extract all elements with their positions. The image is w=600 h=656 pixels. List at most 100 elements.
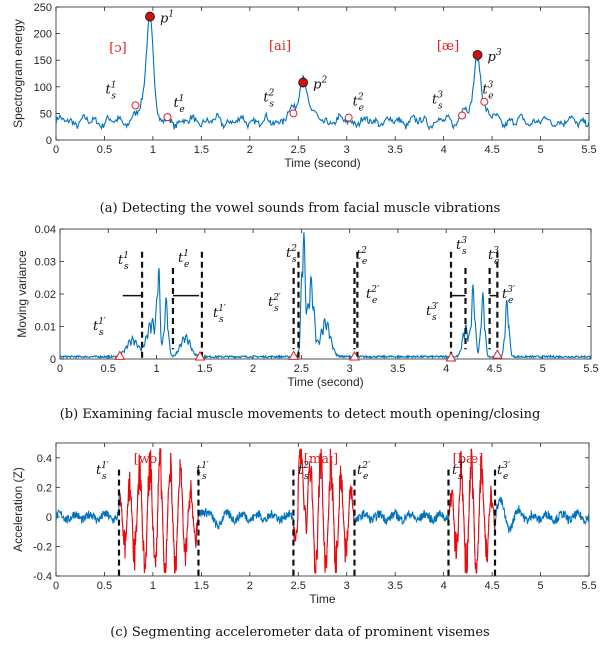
x-tick-label: 4.5 (487, 363, 502, 375)
triangle-marker (349, 351, 360, 361)
boundary-label: t2 s (286, 244, 297, 265)
vowel-label: [ai] (269, 39, 291, 54)
y-tick-label: 0.03 (35, 257, 56, 269)
x-tick-label: 1.5 (197, 363, 212, 375)
y-tick-label: 0 (46, 135, 52, 147)
y-tick-label: 0.4 (37, 453, 52, 465)
boundary-label: t1 s′ (96, 461, 109, 482)
y-tick-label: 0 (50, 354, 56, 366)
y-axis-label: Moving variance (15, 250, 29, 338)
plot-area (59, 228, 592, 360)
x-tick-label: 5.5 (581, 580, 596, 592)
y-tick-label: 0.02 (35, 289, 56, 301)
y-tick-label: 100 (34, 82, 52, 94)
peak-marker (145, 11, 155, 22)
boundary-label: t2 e′ (366, 285, 379, 306)
boundary-marker (480, 97, 489, 106)
y-tick-label: 200 (34, 29, 52, 41)
boundary-label: t3 e′ (502, 285, 515, 306)
series-line (55, 13, 590, 131)
x-tick-label: 1 (150, 580, 156, 592)
x-axis-label: Time (second) (284, 156, 360, 170)
caption-c: (c) Segmenting accelerometer data of pro… (110, 625, 489, 640)
y-tick-label: -0.2 (33, 541, 52, 553)
x-tick-label: 2.5 (294, 363, 309, 375)
vowel-label: [ɔ] (109, 41, 126, 56)
boundary-label: t2 s′ (298, 461, 311, 482)
x-tick-label: 0 (53, 580, 59, 592)
x-axis-label: Time (309, 592, 336, 606)
segment-line (293, 448, 355, 574)
boundary-marker (458, 111, 467, 120)
y-tick-label: 0.01 (35, 322, 56, 334)
peak-marker (298, 77, 309, 88)
x-tick-label: 3 (347, 363, 353, 375)
boundary-label: t1 s (118, 251, 129, 272)
viseme-label: [maɪ] (304, 452, 338, 467)
x-tick-label: 5.5 (581, 144, 596, 156)
boundary-label: t1 s′ (213, 304, 226, 325)
boundary-label: t2 e′ (357, 461, 370, 482)
x-tick-label: 3.5 (390, 363, 405, 375)
x-tick-label: 0.5 (97, 144, 112, 156)
y-axis-label: Acceleration (Z) (11, 467, 25, 552)
boundary-label: t1 s′ (93, 317, 106, 338)
y-tick-label: 250 (34, 2, 52, 14)
boundary-label: t2 s (263, 88, 274, 109)
boundary-label: t3 s′ (426, 302, 439, 323)
x-tick-label: 1 (150, 144, 156, 156)
triangle-marker (491, 349, 503, 359)
x-tick-label: 4.5 (484, 580, 499, 592)
x-tick-label: 0 (53, 144, 59, 156)
y-tick-label: 150 (34, 55, 52, 67)
boundary-label: t3 e′ (497, 461, 510, 482)
y-tick-label: -0.4 (33, 571, 52, 583)
y-tick-label: 0.04 (35, 224, 56, 236)
caption-a: (a) Detecting the vowel sounds from faci… (100, 201, 501, 216)
x-tick-label: 1.5 (194, 144, 209, 156)
x-tick-label: 4 (441, 580, 447, 592)
x-tick-label: 0.5 (101, 363, 116, 375)
x-tick-label: 5 (537, 144, 543, 156)
peak-marker (472, 49, 483, 60)
x-tick-label: 3 (344, 144, 350, 156)
x-tick-label: 0 (57, 363, 63, 375)
boundary-label: t1 e (173, 94, 184, 115)
x-tick-label: 2.5 (291, 144, 306, 156)
x-tick-label: 2.5 (291, 580, 306, 592)
x-tick-label: 2 (250, 363, 256, 375)
boundary-label: t2 s′ (268, 293, 281, 314)
y-tick-label: 50 (40, 108, 52, 120)
chart-1: 0 0.5 1 1.5 2 2.5 3 3.5 4 4.5 5 5.5 0 50 100 150 200 250 T… (11, 2, 597, 216)
boundary-label: t3 e (488, 246, 499, 267)
triangle-marker (445, 352, 457, 362)
boundary-label: t3 e (482, 81, 493, 102)
boundary-marker (344, 113, 353, 122)
x-tick-label: 3 (344, 580, 350, 592)
triangle-marker (114, 350, 126, 360)
x-tick-label: 2 (247, 144, 253, 156)
peak-label: p3 (488, 48, 502, 65)
y-tick-label: 0.2 (37, 482, 52, 494)
y-tick-label: 0 (46, 512, 52, 524)
series-line (59, 232, 591, 360)
boundary-marker (163, 113, 172, 122)
triangle-marker (288, 350, 299, 360)
boundary-label: t1 s (105, 80, 116, 101)
boundary-label: t2 e (353, 93, 364, 114)
vowel-label: [æ] (437, 39, 459, 54)
x-tick-label: 5 (540, 363, 546, 375)
caption-b: (b) Examining facial muscle movements to… (60, 407, 541, 422)
x-tick-label: 5 (537, 580, 543, 592)
boundary-label: t3 s′ (452, 461, 465, 482)
boundary-label: t1 e (178, 249, 189, 270)
peak-label: p2 (313, 76, 327, 93)
peak-label: p1 (160, 10, 174, 27)
x-tick-label: 4 (441, 144, 447, 156)
segment-line (118, 448, 199, 574)
viseme-label: [bæ] (453, 452, 484, 467)
x-tick-label: 1 (153, 363, 159, 375)
boundary-marker (131, 101, 140, 110)
x-tick-label: 3.5 (388, 144, 403, 156)
